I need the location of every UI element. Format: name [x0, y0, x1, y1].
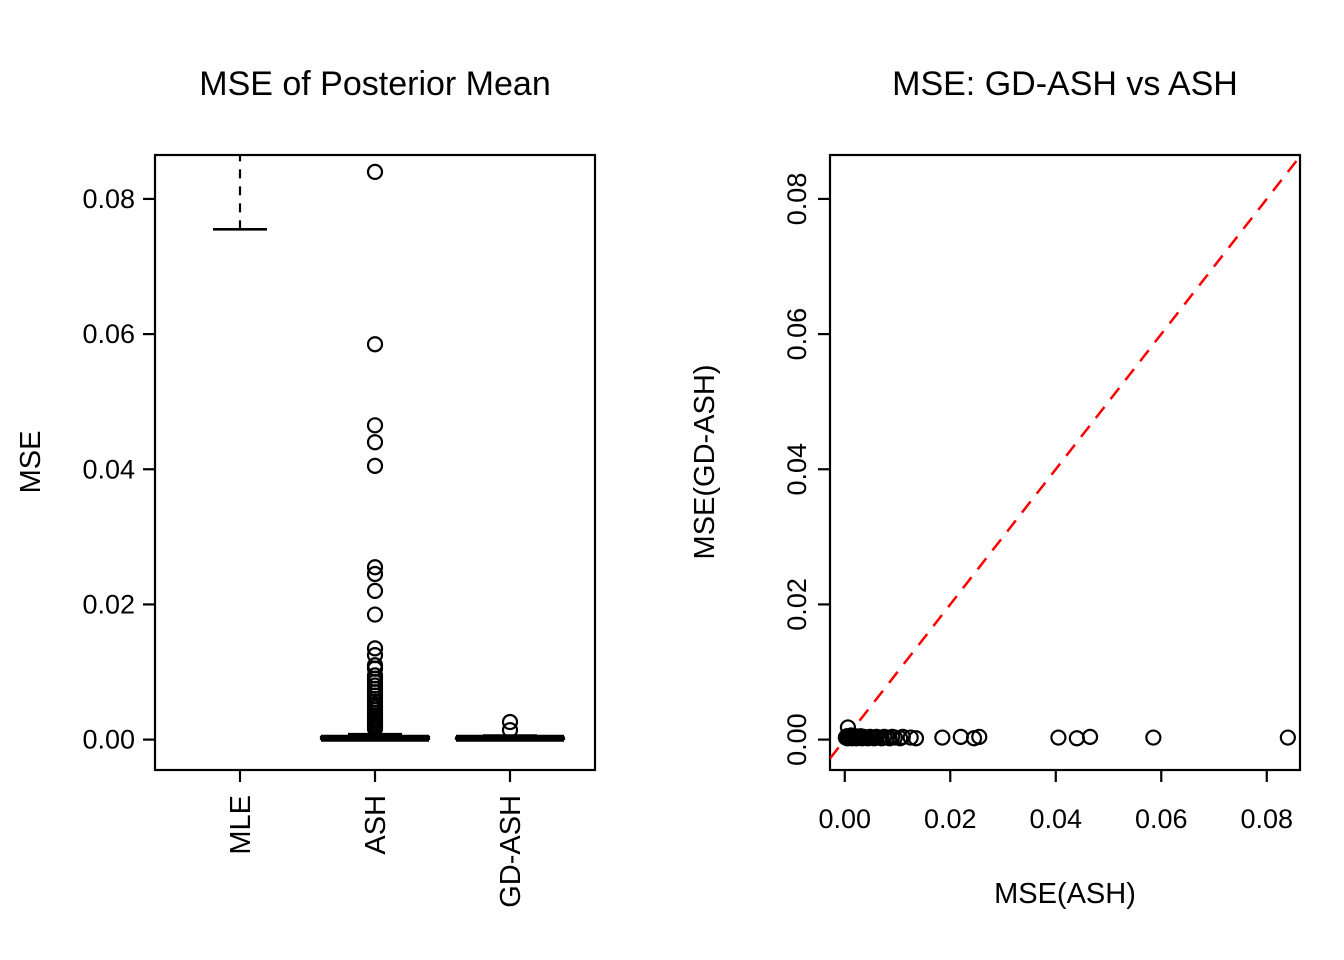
boxes-layer — [213, 155, 566, 742]
y-tick-label: 0.02 — [782, 578, 812, 631]
y-tick-label: 0.08 — [82, 184, 135, 214]
outlier-point — [366, 457, 384, 474]
data-point — [1279, 729, 1296, 746]
scatter-x-axis-title: MSE(ASH) — [994, 878, 1136, 910]
category-label: GD-ASH — [495, 795, 527, 908]
data-point — [1081, 728, 1099, 745]
data-point — [907, 730, 925, 747]
data-point — [1145, 729, 1162, 746]
scatter-layer — [830, 155, 1300, 760]
outlier-point — [366, 640, 384, 657]
boxplot-y-axis-title: MSE — [15, 431, 47, 494]
x-tick-label: 0.04 — [1029, 804, 1082, 834]
outlier-point — [366, 434, 384, 451]
outlier-point — [501, 722, 519, 739]
plot-border — [828, 153, 1302, 772]
data-point — [934, 729, 951, 746]
outlier-point — [366, 163, 384, 180]
y-tick-label: 0.04 — [782, 443, 812, 496]
scatter-title: MSE: GD-ASH vs ASH — [892, 65, 1238, 103]
y-tick-label: 0.06 — [82, 319, 135, 349]
outlier-point — [366, 720, 384, 737]
scatter-y-axis-title: MSE(GD-ASH) — [689, 365, 721, 560]
y-tick-label: 0.08 — [782, 173, 812, 226]
outlier-point — [366, 417, 384, 434]
x-tick-label: 0.08 — [1240, 804, 1293, 834]
data-point — [902, 729, 919, 746]
data-point — [886, 729, 903, 746]
boxplot-plot-area: 0.00 0.02 0.04 0.06 0.08 MLE ASH GD-ASH — [82, 153, 597, 908]
y-tick-label: 0.00 — [782, 713, 812, 766]
outlier-point — [501, 713, 519, 731]
data-point — [1050, 729, 1067, 746]
outlier-point — [366, 559, 384, 576]
y-tick-label: 0.04 — [82, 454, 135, 484]
data-point — [952, 728, 969, 745]
data-point — [971, 728, 988, 745]
x-tick-label: 0.06 — [1135, 804, 1188, 834]
outlier-point — [366, 565, 384, 583]
data-point — [1068, 730, 1085, 747]
identity-line — [830, 155, 1300, 760]
category-label: ASH — [360, 795, 392, 855]
x-tick-label: 0.02 — [924, 804, 977, 834]
boxplot-panel: MSE of Posterior Mean MSE 0.000.020.040.… — [15, 65, 597, 908]
y-tick-label: 0.06 — [782, 308, 812, 361]
outlier-point — [366, 606, 384, 623]
y-tick-label: 0.00 — [82, 725, 135, 755]
boxplot-title: MSE of Posterior Mean — [199, 65, 550, 103]
scatter-plot-area: 0.00 0.02 0.04 0.06 0.08 0.00 0.02 0.04 0.06 0.08 — [782, 153, 1302, 834]
y-tick-label: 0.02 — [82, 589, 135, 619]
outlier-point — [366, 582, 384, 600]
x-tick-label: 0.00 — [818, 804, 871, 834]
scatter-panel: MSE: GD-ASH vs ASH MSE(GD-ASH) MSE(ASH) … — [689, 65, 1302, 910]
outlier-point — [366, 336, 384, 353]
category-label: MLE — [225, 795, 257, 855]
